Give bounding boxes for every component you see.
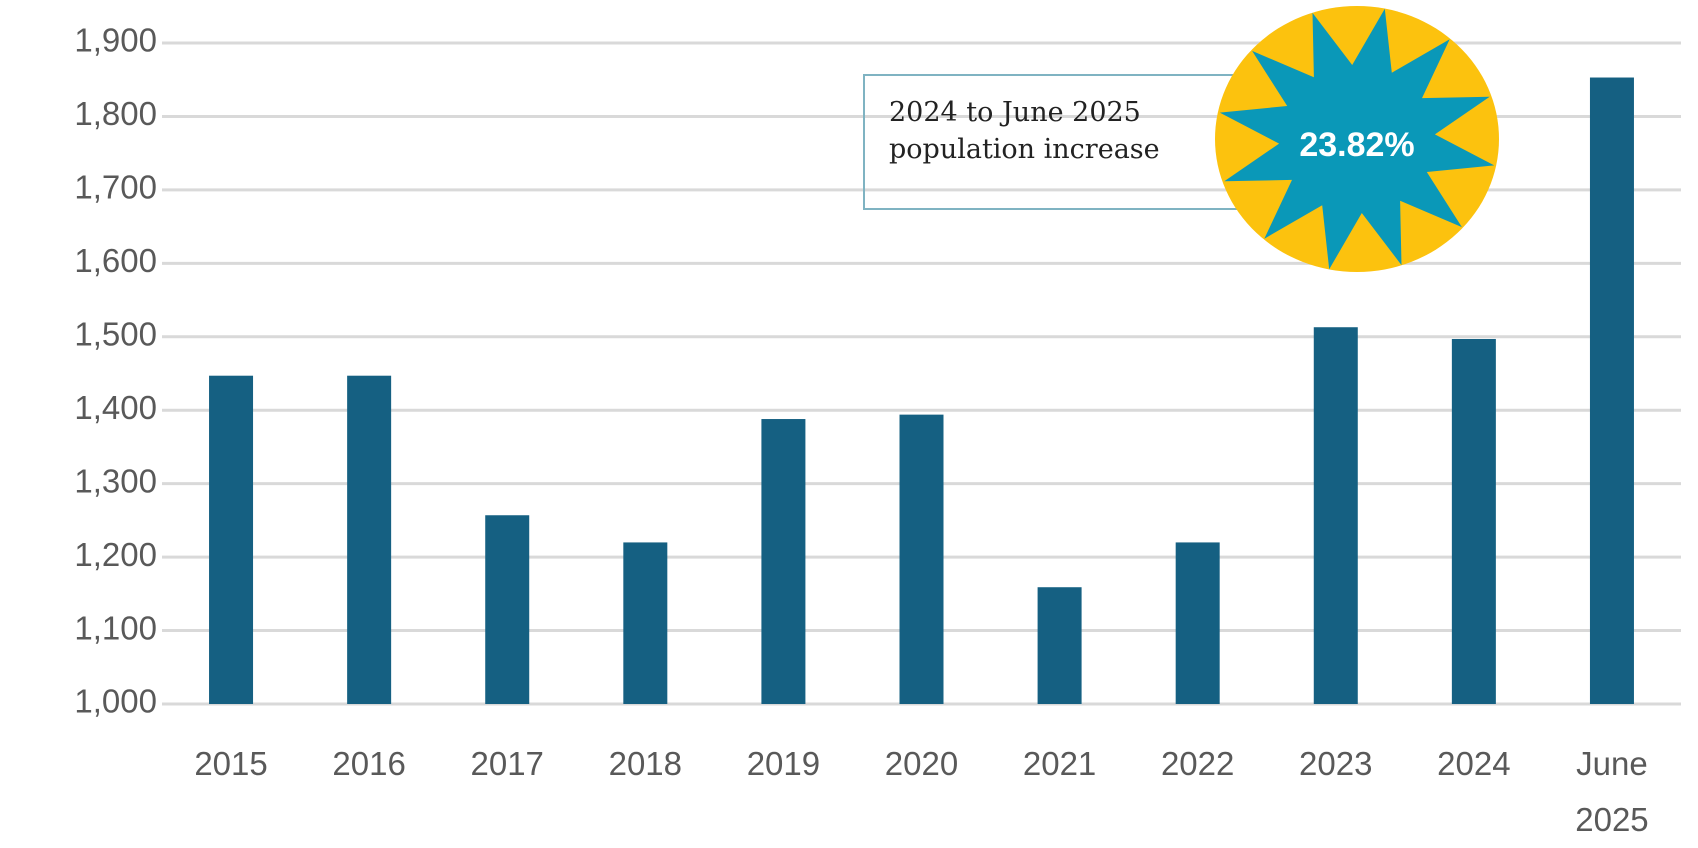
x-tick-label: 2020 [884,745,959,782]
bar [1589,77,1634,704]
annotation-box: 2024 to June 2025 population increase [863,74,1245,210]
y-tick-label: 1,400 [74,389,157,426]
x-tick-label: 2017 [470,745,544,782]
x-tick-label: 2021 [1022,745,1097,782]
bar [1175,542,1220,704]
y-tick-label: 1,300 [74,462,157,499]
bar [1037,587,1082,704]
x-tick-label: June 2025 [1575,745,1649,838]
bar [1451,338,1496,704]
x-tick-label: 2024 [1437,745,1511,782]
bar [209,375,254,704]
y-tick-label: 1,800 [74,95,157,132]
y-tick-label: 1,900 [74,22,157,59]
bar [761,419,806,704]
y-tick-label: 1,100 [74,609,157,646]
y-tick-label: 1,700 [74,169,157,206]
y-tick-label: 1,600 [74,242,157,279]
x-tick-label: 2023 [1299,745,1373,782]
x-tick-label: 2019 [746,745,821,782]
annotation: 2024 to June 2025 population increase [889,97,1160,165]
y-tick-label: 1,200 [74,536,157,573]
x-tick-label: 2018 [608,745,683,782]
bar [899,414,944,704]
bar [347,375,392,704]
y-tick-label: 1,000 [74,683,157,720]
x-tick-label: 2015 [194,745,268,782]
x-tick-label: 2016 [332,745,406,782]
bar [1313,327,1358,704]
bar [623,542,668,704]
bar [485,515,530,704]
y-tick-label: 1,500 [74,315,157,352]
x-tick-label: 2022 [1160,745,1235,782]
